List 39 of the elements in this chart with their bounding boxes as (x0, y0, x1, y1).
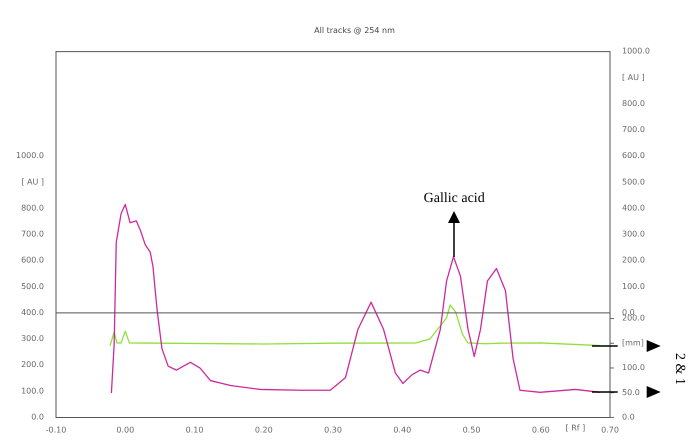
y3-tick-label: 100.0 (622, 363, 645, 372)
y2-tick-label: [ AU ] (622, 72, 645, 82)
text: 2 & 1 (671, 352, 688, 385)
y2-tick-label: 600.0 (622, 151, 645, 160)
y-tick-label: 0.0 (31, 412, 44, 422)
y-tick-label: 700.0 (21, 230, 44, 239)
y3-tick-label: [mm] (622, 338, 644, 348)
chart-title: All tracks @ 254 nm (314, 26, 396, 35)
y2-tick-label: 700.0 (622, 125, 645, 134)
y-tick-label: 300.0 (21, 334, 44, 344)
y-tick-label: 600.0 (21, 256, 44, 265)
x-tick-label: 0.50 (462, 425, 480, 434)
y-tick-label: 1000.0 (16, 151, 44, 160)
x-tick-label: 0.40 (393, 425, 412, 434)
x-tick-label: -0.10 (46, 425, 66, 434)
y-tick-label: 200.0 (21, 360, 44, 370)
y3-tick-label: 50.0 (622, 388, 640, 397)
x-tick-label: 0.70 (601, 425, 619, 434)
annotation: Gallic acid (422, 190, 486, 207)
y2-tick-label: 300.0 (622, 230, 645, 239)
y2-tick-label: 500.0 (622, 177, 645, 186)
x-tick-label: 0.00 (116, 425, 134, 434)
y-tick-label: 800.0 (21, 203, 44, 212)
x-tick-label: 0.30 (324, 425, 342, 434)
y2-tick-label: 1000.0 (622, 46, 650, 56)
y2-tick-label: 200.0 (622, 256, 645, 265)
y3-tick-label: 200.0 (622, 314, 645, 323)
y-tick-label: [ AU ] (21, 177, 44, 186)
y2-tick-label: 400.0 (622, 203, 645, 212)
y2-tick-label: 100.0 (622, 282, 645, 291)
y-tick-label: 400.0 (21, 308, 44, 317)
x-tick-label: 0.20 (254, 425, 273, 434)
x-axis-title: [ Rf ] (566, 423, 586, 432)
y2-tick-label: 800.0 (622, 98, 645, 108)
y-tick-label: 500.0 (21, 282, 44, 291)
y3-tick-label: 0.0 (622, 412, 635, 422)
x-tick-label: 0.10 (186, 425, 204, 434)
x-tick-label: 0.60 (532, 425, 550, 434)
y-tick-label: 100.0 (21, 386, 44, 396)
